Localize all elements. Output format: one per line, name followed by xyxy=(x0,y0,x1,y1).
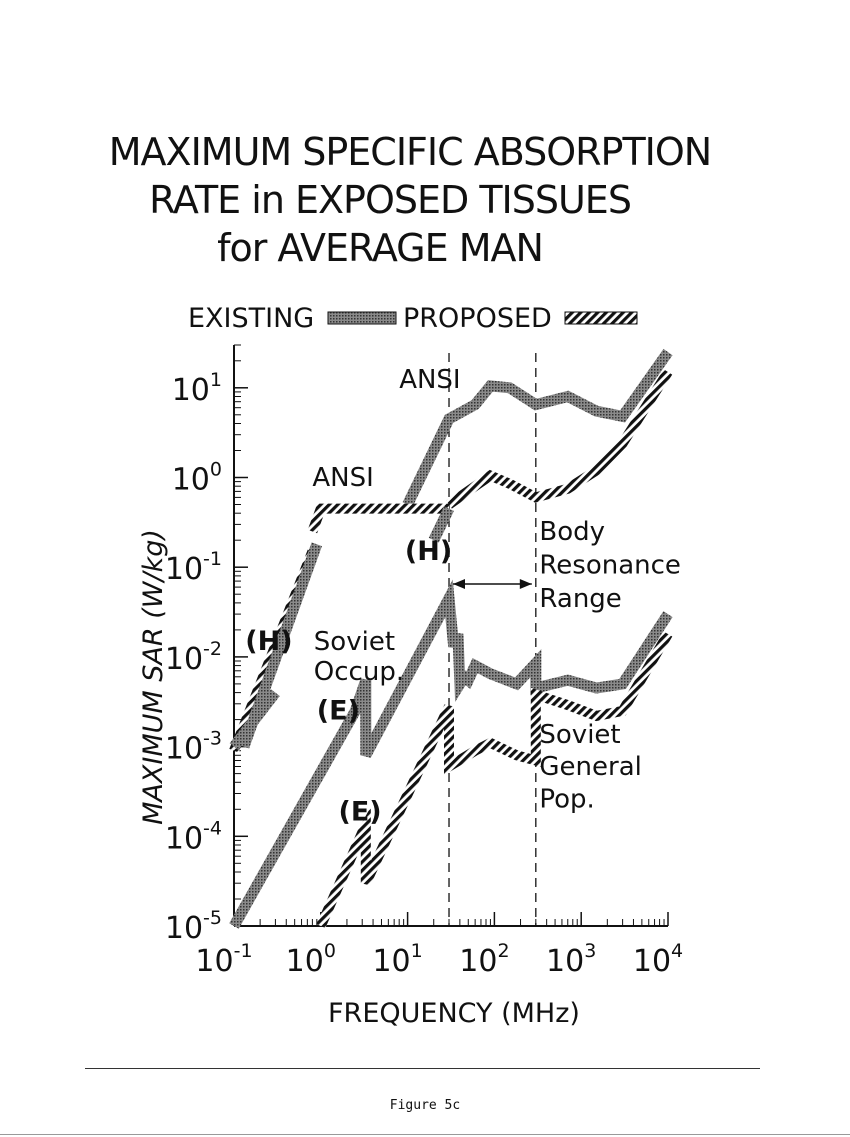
y-axis-label: MAXIMUM SAR (W/kg) xyxy=(138,529,169,825)
annotation-label: ANSI xyxy=(399,365,460,395)
x-axis-label: FREQUENCY (MHz) xyxy=(328,998,580,1029)
figure-caption: Figure 5c xyxy=(389,1098,461,1113)
annotation-label: ANSI xyxy=(312,463,373,493)
title-line-2: RATE in EXPOSED TISSUES xyxy=(149,178,632,222)
range-arrow-right-head xyxy=(519,578,532,589)
annotation-label: Soviet xyxy=(539,720,620,750)
legend-proposed-swatch xyxy=(564,311,638,325)
annotation-label: Range xyxy=(539,584,621,614)
legend-existing-label: EXISTING xyxy=(188,303,314,334)
annotation-label: (E) xyxy=(339,797,382,828)
proposed-sar-line-1 xyxy=(307,503,449,534)
x-tick-label: 101 xyxy=(372,940,422,979)
y-tick-label: 10-1 xyxy=(165,548,222,587)
title-line-1: MAXIMUM SPECIFIC ABSORPTION xyxy=(108,130,712,174)
legend-existing-swatch xyxy=(327,311,397,325)
annotation-label: Pop. xyxy=(539,784,594,814)
footer-rule xyxy=(85,1068,760,1069)
x-tick-label: 103 xyxy=(546,940,596,979)
x-tick-label: 100 xyxy=(286,940,336,979)
y-tick-label: 101 xyxy=(172,369,222,408)
annotation-label: General xyxy=(539,752,641,782)
legend-proposed-label: PROPOSED xyxy=(403,303,552,334)
annotation-label: Body xyxy=(539,517,605,547)
y-tick-label: 10-4 xyxy=(165,817,222,856)
page-edge xyxy=(0,1134,850,1135)
title-line-3: for AVERAGE MAN xyxy=(217,226,544,270)
annotation-label: (E) xyxy=(317,696,360,727)
y-tick-label: 100 xyxy=(172,458,222,497)
existing-sar-line-3 xyxy=(428,506,454,543)
y-tick-label: 10-3 xyxy=(165,728,222,767)
existing-sar-line-7 xyxy=(229,579,673,929)
annotation-label: Resonance xyxy=(539,551,681,581)
x-tick-label: 10-1 xyxy=(195,940,252,979)
x-tick-label: 102 xyxy=(459,940,509,979)
y-tick-label: 10-2 xyxy=(165,638,222,677)
proposed-sar-line-8 xyxy=(316,631,673,929)
annotation-label: (H) xyxy=(405,536,452,567)
annotation-label: Occup. xyxy=(314,657,404,687)
series-group xyxy=(229,348,673,929)
annotation-label: Soviet xyxy=(314,627,395,657)
proposed-sar-line-2 xyxy=(446,369,673,509)
existing-sar-line-0 xyxy=(402,348,673,507)
y-tick-label: 10-5 xyxy=(165,907,222,946)
existing-sar-line-6 xyxy=(238,542,322,749)
annotation-label: (H) xyxy=(245,626,292,657)
legend: EXISTING PROPOSED xyxy=(188,303,638,334)
x-tick-label: 104 xyxy=(633,940,683,979)
range-arrow-left-head xyxy=(453,578,466,589)
